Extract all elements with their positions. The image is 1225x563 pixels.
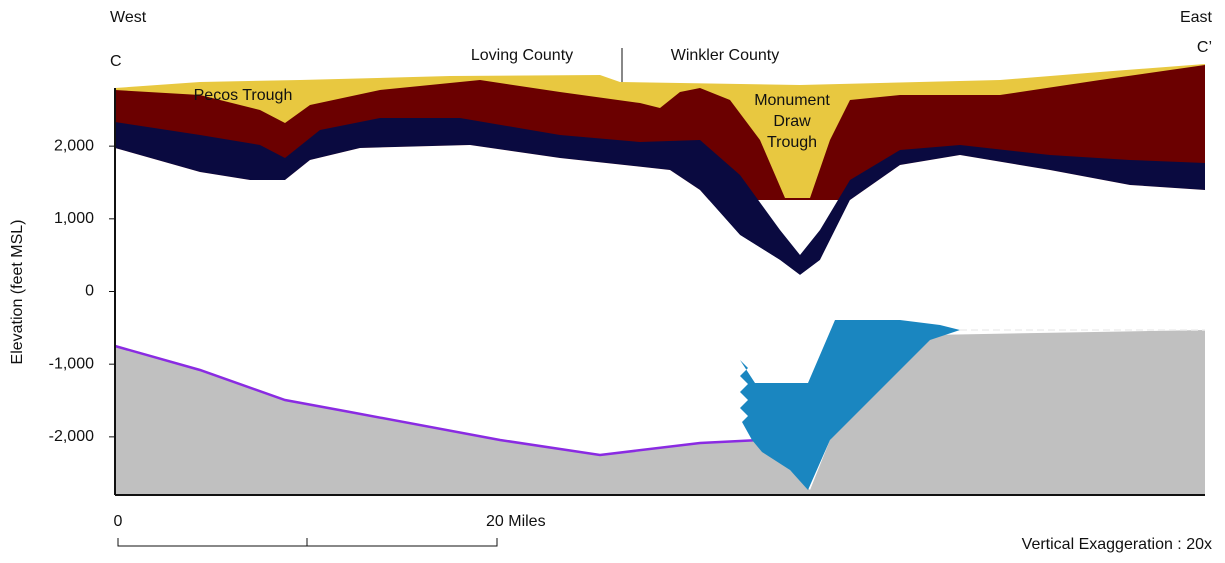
west-label: West xyxy=(110,9,147,26)
winkler-county: Winkler County xyxy=(671,47,779,64)
exaggeration-note: Vertical Exaggeration : 20x xyxy=(1022,536,1212,553)
monument-1: Monument xyxy=(754,92,830,109)
y-axis-label: Elevation (feet MSL) xyxy=(9,220,26,365)
pecos-trough: Pecos Trough xyxy=(194,87,293,104)
y-tick-label: -2,000 xyxy=(49,428,94,445)
loving-county: Loving County xyxy=(471,47,573,64)
east-label: East xyxy=(1180,9,1213,26)
y-tick-label: 2,000 xyxy=(54,137,94,154)
monument-2: Draw xyxy=(773,113,811,130)
y-tick-label: -1,000 xyxy=(49,355,94,372)
scale-start: 0 xyxy=(114,513,123,530)
y-tick-label: 1,000 xyxy=(54,210,94,227)
c-prime-label: C’ xyxy=(1197,39,1212,56)
monument-3: Trough xyxy=(767,134,817,151)
cross-section: West East C C’ Loving County Winkler Cou… xyxy=(0,0,1225,558)
c-label: C xyxy=(110,53,122,70)
y-tick-label: 0 xyxy=(85,283,94,300)
scale-end: 20 Miles xyxy=(486,513,546,530)
